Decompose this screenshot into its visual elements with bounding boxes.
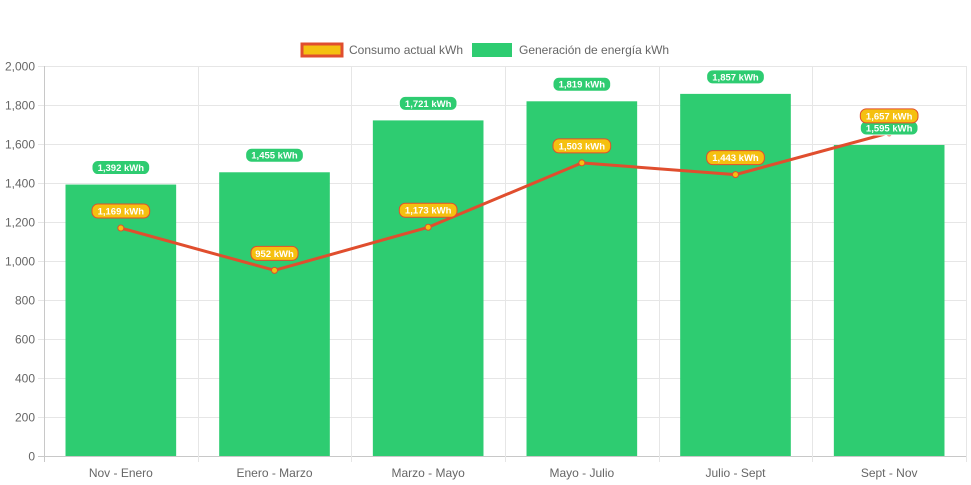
y-tick-label: 1,600 xyxy=(5,138,35,152)
x-tick-label: Marzo - Mayo xyxy=(391,466,465,480)
bar-data-label-text: 1,595 kWh xyxy=(866,123,913,134)
bar-generacion xyxy=(833,144,945,456)
bar-data-label-text: 1,455 kWh xyxy=(251,151,298,162)
point-consumo xyxy=(117,224,125,232)
bar-generacion xyxy=(219,172,330,456)
line-data-label: 952 kWh xyxy=(250,245,299,261)
line-data-label-text: 1,443 kWh xyxy=(712,153,759,164)
line-data-label-text: 1,173 kWh xyxy=(405,206,452,217)
bar-data-label-text: 1,857 kWh xyxy=(712,72,759,83)
line-consumo xyxy=(120,131,890,272)
bar-data-label-bg xyxy=(91,160,151,176)
line-data-label-text: 1,657 kWh xyxy=(866,111,913,122)
bar-data-label: 1,819 kWh xyxy=(552,76,612,92)
axis-layer: 0 200 400 600 800 1,000 1,200 1,400 1,600 1,800 2,… xyxy=(5,60,918,481)
y-tick-label: 200 xyxy=(15,411,35,425)
line-data-label: 1,657 kWh xyxy=(859,108,919,124)
y-tick-label: 0 xyxy=(28,450,35,464)
point-consumo xyxy=(578,159,586,167)
legend-swatch-consumo xyxy=(300,42,344,58)
bar-data-label-text: 1,721 kWh xyxy=(405,99,452,110)
x-tick-label: Nov - Enero xyxy=(89,466,153,480)
bar-generacion xyxy=(680,93,791,456)
line-data-label-bg xyxy=(859,108,919,124)
x-tick-label: Enero - Marzo xyxy=(236,466,312,480)
legend-label-generacion: Generación de energía kWh xyxy=(519,43,669,57)
point-consumo xyxy=(424,223,432,231)
x-tick-label: Mayo - Julio xyxy=(549,466,614,480)
bar-generacion xyxy=(526,101,638,457)
bar-data-label: 1,455 kWh xyxy=(245,147,304,163)
y-tick-label: 400 xyxy=(15,372,35,386)
bar-data-label-text: 1,392 kWh xyxy=(98,163,145,174)
line-layer xyxy=(117,129,893,274)
data-label-layer: 1,392 kWh 1,455 kWh 1,721 kWh 1,819 kWh 1,85… xyxy=(91,69,919,261)
line-data-label-bg xyxy=(706,150,765,166)
y-tick-label: 600 xyxy=(15,333,35,347)
y-tick-label: 1,000 xyxy=(5,255,35,269)
y-tick-label: 1,200 xyxy=(5,216,35,230)
line-data-label: 1,443 kWh xyxy=(706,150,765,166)
bar-data-label-bg xyxy=(245,147,304,163)
y-tick-label: 2,000 xyxy=(5,60,35,74)
legend-label-consumo: Consumo actual kWh xyxy=(349,43,463,57)
line-data-label: 1,173 kWh xyxy=(398,202,458,218)
bar-data-label-bg xyxy=(552,76,612,92)
line-data-label: 1,169 kWh xyxy=(91,203,151,219)
line-data-label-bg xyxy=(250,245,299,261)
line-data-label-text: 1,169 kWh xyxy=(98,206,145,217)
line-data-label-bg xyxy=(398,202,458,218)
grid-layer xyxy=(38,66,967,462)
legend: Consumo actual kWh Generación de energía … xyxy=(300,42,669,58)
line-data-label: 1,503 kWh xyxy=(552,138,612,154)
y-tick-label: 800 xyxy=(15,294,35,308)
line-data-label-bg xyxy=(552,138,612,154)
bar-data-label-bg xyxy=(398,95,458,111)
bar-layer xyxy=(65,93,945,457)
bar-data-label: 1,857 kWh xyxy=(706,69,765,85)
point-consumo xyxy=(271,266,278,274)
bar-data-label: 1,721 kWh xyxy=(398,95,458,111)
bar-data-label: 1,392 kWh xyxy=(91,160,151,176)
y-tick-label: 1,800 xyxy=(5,99,35,113)
line-data-label-bg xyxy=(91,203,151,219)
bar-generacion xyxy=(372,120,484,456)
bar-data-label-bg xyxy=(706,69,765,85)
legend-swatch-generacion xyxy=(472,43,512,57)
bar-data-label-text: 1,819 kWh xyxy=(559,80,606,91)
y-tick-label: 1,400 xyxy=(5,177,35,191)
line-data-label-text: 1,503 kWh xyxy=(559,141,606,152)
point-consumo xyxy=(732,171,739,179)
x-tick-label: Julio - Sept xyxy=(705,466,766,480)
bar-data-label: 1,595 kWh xyxy=(859,120,919,136)
line-data-label-text: 952 kWh xyxy=(255,249,294,260)
x-tick-label: Sept - Nov xyxy=(861,466,918,480)
